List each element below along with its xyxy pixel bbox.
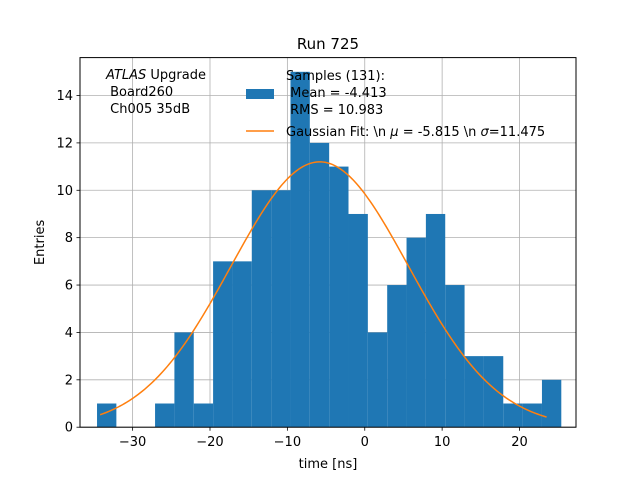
histogram-bars <box>97 71 562 428</box>
annotation-line-3: Ch005 35dB <box>106 102 190 117</box>
histogram-bar <box>367 332 388 428</box>
histogram-bar <box>406 237 426 428</box>
histogram-bar <box>329 166 349 428</box>
annotation-atlas: ATLAS <box>105 68 146 83</box>
y-tick-label: 6 <box>65 279 73 294</box>
histogram-bar <box>483 356 504 428</box>
histogram-bar <box>503 403 523 428</box>
histogram-bar <box>445 285 465 428</box>
legend-fit-label: Gaussian Fit: \n μ = -5.815 \n σ=11.475 <box>286 125 545 140</box>
legend: Samples (131): Mean = -4.413 RMS = 10.98… <box>246 69 545 140</box>
histogram-bar <box>213 261 233 428</box>
histogram-bar <box>387 285 407 428</box>
annotation-line-2: Board260 <box>106 85 173 100</box>
histogram-bar <box>290 71 310 428</box>
legend-fit-mu: μ <box>389 125 398 140</box>
legend-samples-line-2: Mean = -4.413 <box>286 86 387 101</box>
histogram-bar <box>174 332 194 428</box>
histogram-bar <box>425 213 446 428</box>
atlas-annotation: ATLAS Upgrade Board260 Ch005 35dB <box>105 68 206 117</box>
x-tick-label: 10 <box>434 435 451 450</box>
y-tick-label: 8 <box>65 231 73 246</box>
legend-fit-mid: = -5.815 \n <box>399 125 481 140</box>
gaussian-fit-curve <box>99 161 547 418</box>
legend-samples-line-1: Samples (131): <box>286 69 385 84</box>
chart-title: Run 725 <box>297 35 359 53</box>
histogram-bar <box>155 403 175 428</box>
legend-samples-patch <box>246 89 274 99</box>
y-tick-label: 10 <box>56 184 73 199</box>
legend-fit-prefix: Gaussian Fit: \n <box>286 125 390 140</box>
histogram-bar <box>271 190 291 428</box>
y-tick-label: 2 <box>65 373 73 388</box>
x-tick-label: 0 <box>361 435 369 450</box>
histogram-bar <box>97 403 117 428</box>
plot-frame <box>79 57 577 428</box>
x-tick-label: 20 <box>511 435 528 450</box>
x-axis-title: time [ns] <box>299 457 358 472</box>
x-tick-label: −10 <box>274 435 301 450</box>
histogram-bar <box>232 261 252 428</box>
histogram-bar <box>309 142 330 428</box>
histogram-bar <box>541 379 562 428</box>
legend-samples-line-3: RMS = 10.983 <box>286 103 383 118</box>
annotation-upgrade: Upgrade <box>146 68 206 83</box>
y-tick-label: 4 <box>65 326 73 341</box>
histogram-bar <box>251 190 272 428</box>
histogram-bar <box>464 356 484 428</box>
gaussian-fit-line <box>99 161 547 418</box>
histogram-bar <box>348 213 368 428</box>
x-tick-label: −30 <box>119 435 146 450</box>
legend-fit-suffix: =11.475 <box>489 125 545 140</box>
y-tick-label: 0 <box>65 421 73 436</box>
annotation-line-1: ATLAS Upgrade <box>105 68 206 83</box>
y-tick-label: 14 <box>56 89 73 104</box>
y-axis-title: Entries <box>33 220 48 266</box>
y-tick-label: 12 <box>56 136 73 151</box>
histogram-bar <box>193 403 214 428</box>
legend-fit-sigma: σ <box>481 125 490 140</box>
x-tick-label: −20 <box>196 435 223 450</box>
axis-ticks: −30 −20 −10 0 10 20 0 2 4 6 8 10 12 14 <box>56 89 527 450</box>
